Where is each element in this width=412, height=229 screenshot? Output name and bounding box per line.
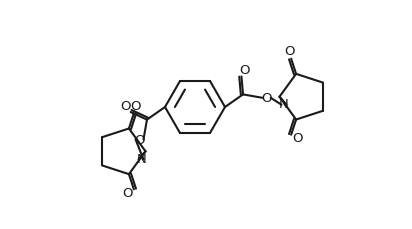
Text: N: N	[279, 98, 288, 111]
Text: O: O	[239, 64, 250, 77]
Text: O: O	[284, 45, 295, 58]
Text: O: O	[123, 186, 133, 199]
Text: O: O	[131, 99, 141, 112]
Text: O: O	[134, 133, 145, 146]
Text: O: O	[120, 99, 131, 112]
Text: O: O	[262, 92, 272, 105]
Text: O: O	[292, 132, 302, 144]
Text: N: N	[137, 152, 146, 165]
